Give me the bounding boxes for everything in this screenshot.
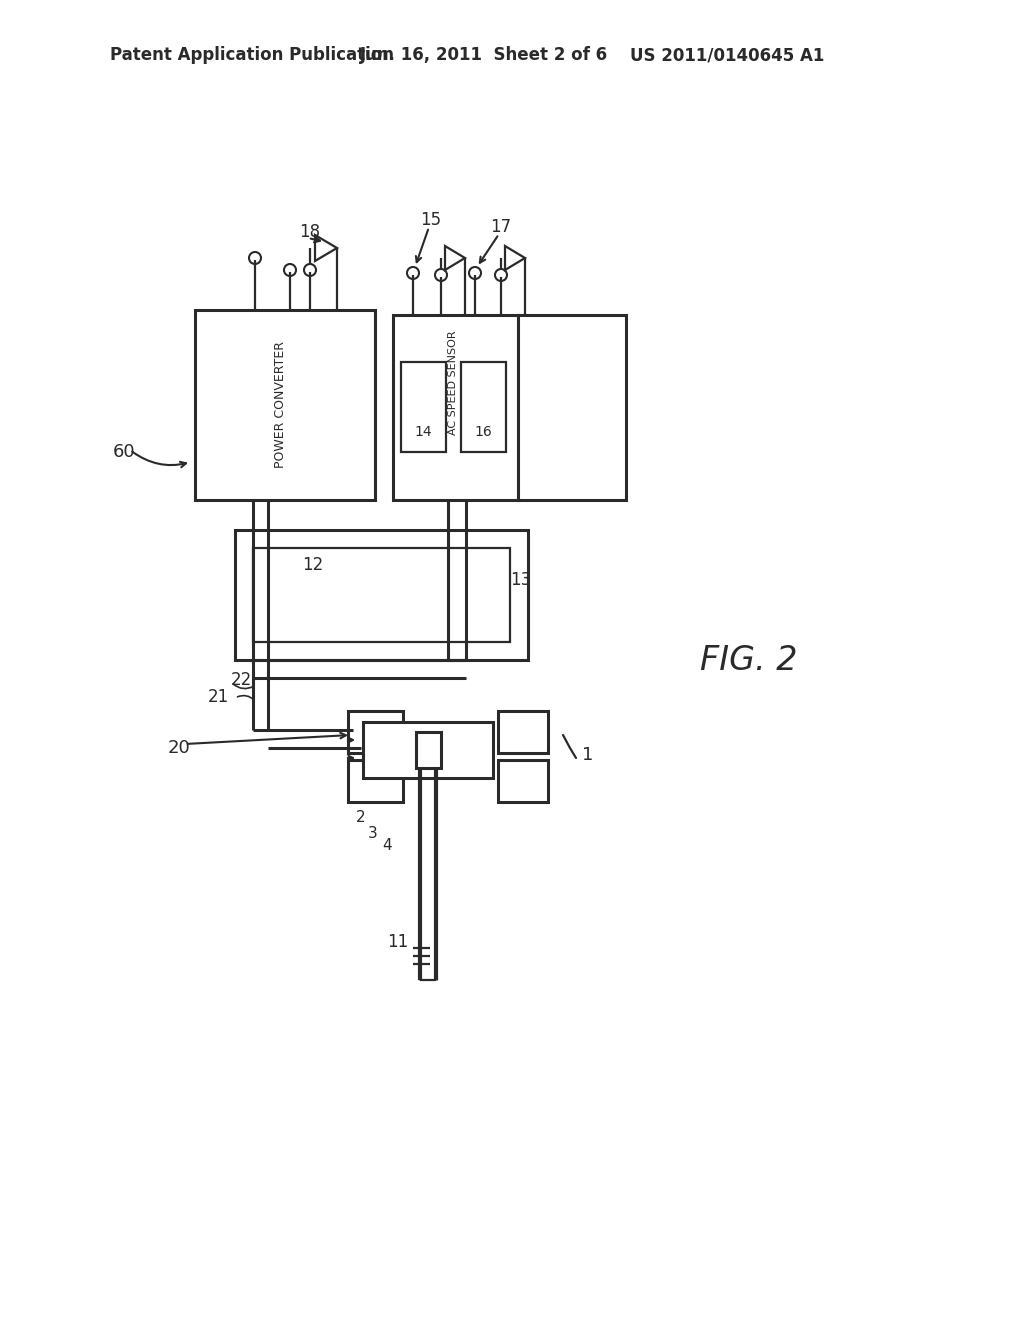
Text: 4: 4 (383, 838, 392, 854)
Text: 16: 16 (475, 425, 493, 440)
Circle shape (304, 264, 316, 276)
Bar (393, 315, 518, 500)
Bar (362, 722, 493, 777)
Bar (416, 733, 441, 768)
Text: FIG. 2: FIG. 2 (700, 644, 798, 676)
Text: US 2011/0140645 A1: US 2011/0140645 A1 (630, 46, 824, 63)
Text: 14: 14 (415, 425, 432, 440)
Bar (195, 310, 375, 500)
Circle shape (249, 252, 261, 264)
Bar (401, 362, 446, 451)
Text: Patent Application Publication: Patent Application Publication (110, 46, 394, 63)
Bar (348, 711, 403, 752)
Circle shape (284, 264, 296, 276)
Text: 3: 3 (368, 825, 378, 841)
Circle shape (495, 269, 507, 281)
Text: 13: 13 (510, 572, 531, 589)
Text: Jun. 16, 2011  Sheet 2 of 6: Jun. 16, 2011 Sheet 2 of 6 (360, 46, 608, 63)
Circle shape (469, 267, 481, 279)
Text: 18: 18 (299, 223, 321, 242)
Text: 2: 2 (355, 810, 366, 825)
Circle shape (435, 269, 447, 281)
Bar (461, 362, 506, 451)
Text: POWER CONVERTER: POWER CONVERTER (273, 342, 287, 469)
Text: AC SPEED SENSOR: AC SPEED SENSOR (447, 330, 458, 434)
Text: 21: 21 (208, 688, 228, 706)
Text: 20: 20 (168, 739, 190, 756)
Text: 17: 17 (490, 218, 512, 236)
Circle shape (407, 267, 419, 279)
Bar (348, 760, 403, 803)
Bar (234, 531, 528, 660)
Bar (498, 760, 548, 803)
Text: 1: 1 (583, 746, 594, 764)
Text: 15: 15 (421, 211, 441, 228)
Text: 12: 12 (302, 556, 324, 574)
Bar (253, 548, 510, 642)
Bar (498, 711, 548, 752)
Bar (518, 315, 626, 500)
Text: 60: 60 (113, 444, 135, 461)
Text: 22: 22 (230, 671, 252, 689)
Text: 11: 11 (387, 933, 409, 950)
